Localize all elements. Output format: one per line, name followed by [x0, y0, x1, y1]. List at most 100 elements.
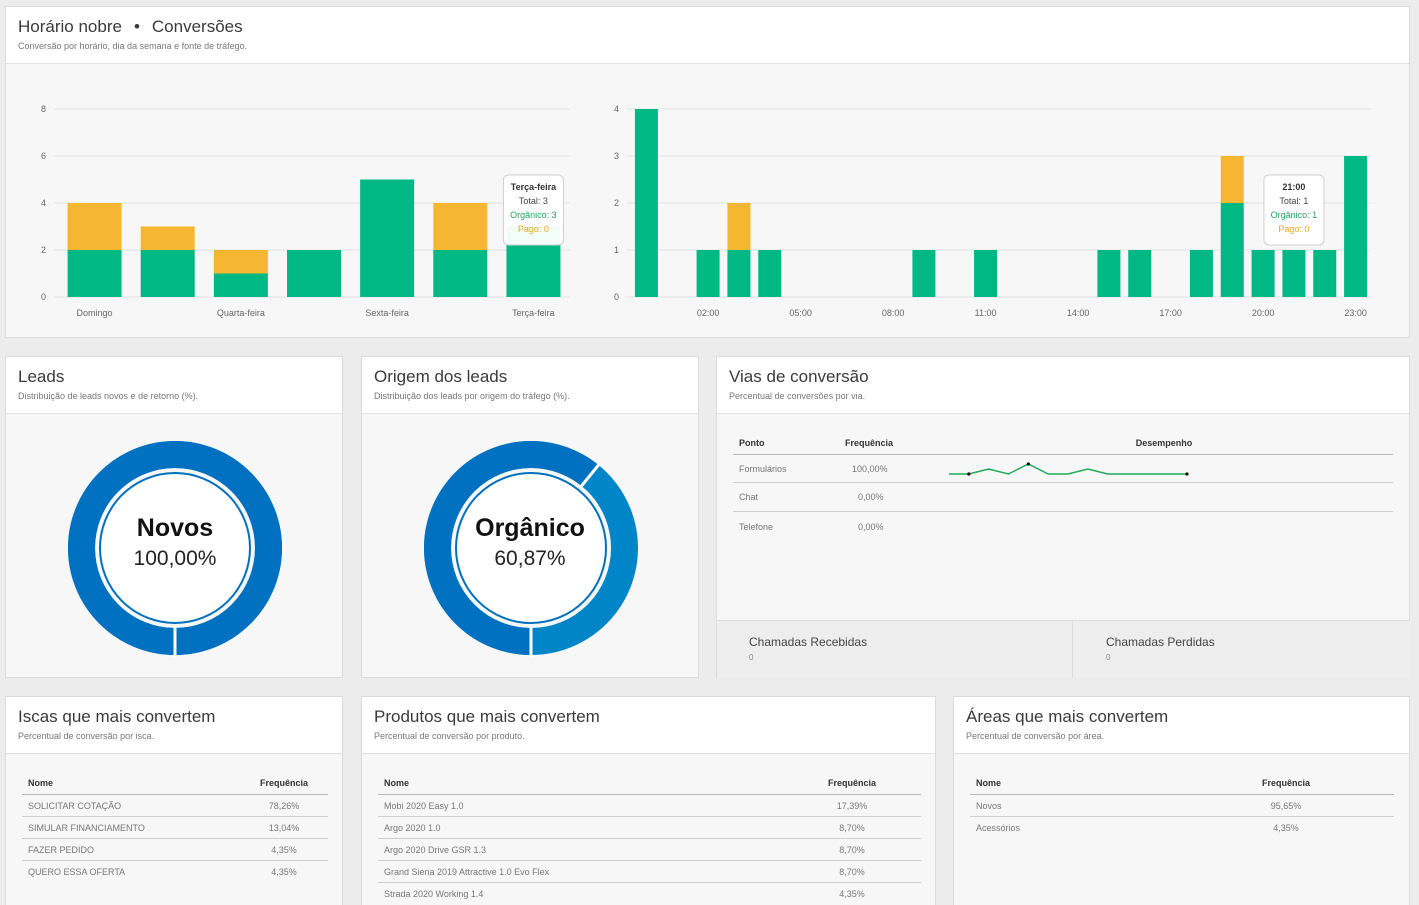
lead-origin-donut-chart[interactable]: [362, 415, 700, 679]
lead-origin-card: Origem dos leads Distribuição dos leads …: [361, 356, 699, 678]
table-row[interactable]: Telefone 0,00%: [733, 512, 1393, 541]
calls-received-label: Chamadas Recebidas: [749, 635, 868, 649]
row-name: Acessórios: [976, 823, 1021, 833]
y-tick-label: 2: [41, 245, 46, 255]
table-row[interactable]: SOLICITAR COTAÇÃO 78,26%: [22, 795, 328, 817]
top-areas-card: Áreas que mais convertem Percentual de c…: [953, 696, 1410, 905]
row-frequency: 8,70%: [839, 822, 865, 833]
bar-orgnico: [1344, 156, 1368, 297]
leads-donut-chart[interactable]: [6, 415, 344, 679]
top-areas-header: Áreas que mais convertem Percentual de c…: [954, 697, 1409, 754]
calls-received-panel: Chamadas Recebidas 0: [717, 620, 1072, 678]
top-products-table: Nome Frequência Mobi 2020 Easy 1.0 17,39%…: [378, 771, 921, 905]
conversion-channels-table: Ponto Frequência Desempenho Formulários …: [733, 431, 1393, 541]
donut-inner-ring: [99, 472, 251, 624]
lead-origin-title: Origem dos leads: [374, 367, 508, 386]
bar-orgnico: [727, 250, 751, 297]
row-name: Argo 2020 Drive GSR 1.3: [384, 844, 487, 855]
row-name: SOLICITAR COTAÇÃO: [28, 800, 122, 811]
col-nome: Nome: [384, 777, 410, 788]
leads-header: Leads Distribuição de leads novos e de r…: [6, 357, 342, 414]
conversion-channels-header: Vias de conversão Percentual de conversõ…: [717, 357, 1409, 414]
tooltip-paid: Pago: 0: [518, 224, 549, 234]
x-tick-label: 23:00: [1344, 308, 1367, 318]
table-row[interactable]: SIMULAR FINANCIAMENTO 13,04%: [22, 817, 328, 839]
x-tick-label: Domingo: [77, 308, 113, 318]
x-tick-label: Sexta-feira: [365, 308, 409, 318]
prime-time-subtitle: Conversão por horário, dia da semana e f…: [18, 41, 248, 51]
title-part-a: Horário nobre: [18, 17, 122, 36]
sparkline-point: [1026, 461, 1030, 466]
bar-pago: [433, 203, 488, 250]
leads-title: Leads: [18, 367, 65, 386]
top-baits-card: Iscas que mais convertem Percentual de c…: [5, 696, 343, 905]
table-row[interactable]: Grand Siena 2019 Attractive 1.0 Evo Flex…: [378, 861, 921, 883]
calls-received-value: 0: [749, 653, 754, 662]
tooltip-paid: Pago: 0: [1278, 224, 1309, 234]
table-row[interactable]: Strada 2020 Working 1.4 4,35%: [378, 883, 921, 905]
table-row[interactable]: FAZER PEDIDO 4,35%: [22, 839, 328, 861]
bar-orgnico: [1251, 250, 1275, 297]
sparkline-path: [949, 462, 1187, 475]
sparkline-point: [1185, 471, 1189, 476]
row-frequency: 78,26%: [268, 800, 300, 811]
table-row[interactable]: Chat 0,00%: [733, 483, 1393, 512]
tooltip-total: Total: 1: [1279, 196, 1308, 206]
row-frequency: 4,35%: [271, 867, 297, 877]
col-frequencia: Frequência: [259, 777, 308, 788]
table-row[interactable]: Argo 2020 1.0 8,70%: [378, 817, 921, 839]
leads-donut-label: Novos 100,00%: [75, 514, 275, 571]
calls-missed-panel: Chamadas Perdidas 0: [1072, 620, 1410, 678]
table-row[interactable]: Argo 2020 Drive GSR 1.3 8,70%: [378, 839, 921, 861]
conversion-channels-subtitle: Percentual de conversões por via.: [729, 391, 866, 401]
title-separator: •: [133, 17, 140, 36]
x-tick-label: 08:00: [882, 308, 905, 318]
prime-time-card: Horário nobre • Conversões Conversão por h…: [5, 6, 1410, 338]
y-tick-label: 1: [614, 245, 619, 255]
bar-orgnico: [1220, 203, 1244, 297]
bar-orgnico: [287, 250, 341, 297]
bar-orgnico: [912, 250, 936, 297]
row-frequency: 13,04%: [268, 822, 300, 833]
row-name: Chat: [739, 492, 759, 502]
weekday-conversion-chart: 0 2 4 6 8 Domingo Quarta-feira Sexta-feira Terça…: [41, 104, 570, 318]
col-nome: Nome: [28, 777, 54, 788]
row-name: Argo 2020 1.0: [384, 822, 441, 833]
row-frequency: 100,00%: [852, 463, 888, 474]
lead-origin-header: Origem dos leads Distribuição dos leads …: [362, 357, 698, 414]
bar-pago: [1220, 156, 1244, 203]
table-header: Nome Frequência: [378, 771, 921, 795]
row-name: Novos: [976, 800, 1002, 811]
x-tick-label: 14:00: [1067, 308, 1090, 318]
calls-missed-label: Chamadas Perdidas: [1106, 635, 1215, 649]
lead-origin-donut-percent: 60,87%: [494, 547, 566, 570]
chart-tooltip: Terça-feira Total: 3 Orgânico: 3 Pago: 0: [502, 174, 564, 246]
hourly-conversion-chart: 0 1 2 3 4 02:00 05:00 08:00 11:00 14:00 17:00 20:00…: [614, 104, 1371, 318]
table-row[interactable]: Novos 95,65%: [970, 795, 1394, 817]
lead-origin-donut-label: Orgânico 60,87%: [430, 514, 630, 571]
table-row[interactable]: Formulários 100,00%: [733, 455, 1393, 483]
bar-pago: [213, 250, 268, 274]
bar-orgnico: [974, 250, 998, 297]
table-header: Nome Frequência: [970, 771, 1394, 795]
lead-origin-donut-category: Orgânico: [475, 514, 585, 542]
title-part-b: Conversões: [151, 17, 243, 36]
col-frequencia: Frequência: [845, 437, 894, 448]
x-tick-label: 02:00: [697, 308, 720, 318]
row-frequency: 4,35%: [1273, 823, 1299, 833]
bar-pago: [140, 226, 195, 250]
bar-orgnico: [696, 250, 720, 297]
top-baits-title: Iscas que mais convertem: [18, 707, 216, 726]
tooltip-box: [502, 174, 564, 246]
y-tick-label: 8: [41, 104, 46, 114]
table-row[interactable]: Mobi 2020 Easy 1.0 17,39%: [378, 795, 921, 817]
x-tick-label: 17:00: [1159, 308, 1182, 318]
bar-orgnico: [140, 250, 195, 297]
table-row[interactable]: QUERO ESSA OFERTA 4,35%: [22, 861, 328, 883]
leads-donut-category: Novos: [136, 514, 214, 542]
top-products-title: Produtos que mais convertem: [374, 707, 600, 726]
row-frequency: 95,65%: [1270, 800, 1302, 811]
leads-card: Leads Distribuição de leads novos e de r…: [5, 356, 343, 678]
prime-time-title: Horário nobre • Conversões: [18, 17, 1397, 37]
table-row[interactable]: Acessórios 4,35%: [970, 817, 1394, 839]
